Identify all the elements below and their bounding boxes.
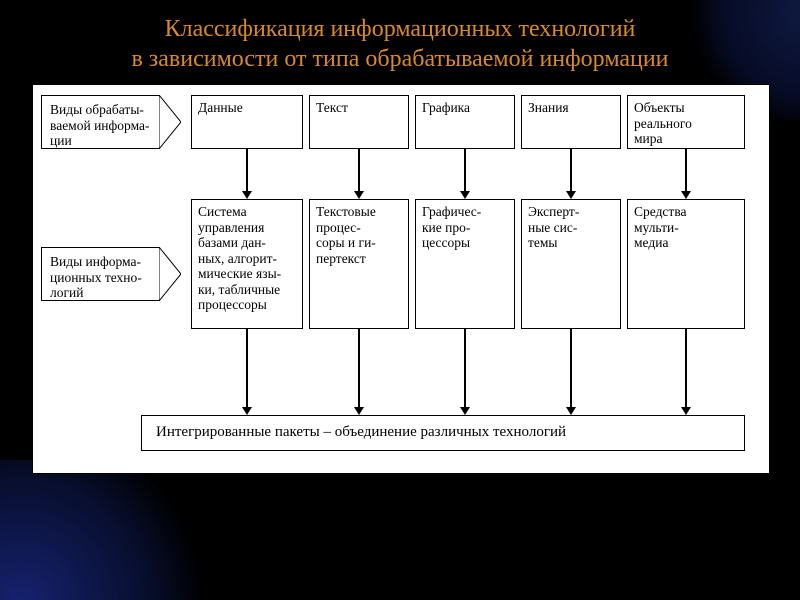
row2-box-expert: Эксперт-ные сис-темы xyxy=(521,199,621,329)
row1-box-graph: Графика xyxy=(415,95,515,149)
slide-title: Классификация информационных технологий … xyxy=(0,14,800,74)
arrow-r1r2-text xyxy=(354,149,364,199)
label-box-tech-types: Виды информа-ционных техно-логий xyxy=(41,247,159,301)
row2-box-dbms: Системауправлениябазами дан-ных, алгорит… xyxy=(191,199,303,329)
diagram-canvas: Виды обрабаты-ваемой информа-ции Виды инф… xyxy=(32,84,770,474)
label-chevron-tech-types xyxy=(159,247,181,301)
row1-box-data: Данные xyxy=(191,95,303,149)
row2-box-mmedia: Средствамульти-медиа xyxy=(627,199,745,329)
arrow-r1r2-know xyxy=(566,149,576,199)
arrow-r1r2-objects xyxy=(681,149,691,199)
title-line-2: в зависимости от типа обрабатываемой инф… xyxy=(0,44,800,74)
slide: Классификация информационных технологий … xyxy=(0,0,800,600)
decor-swoosh-bottom-left xyxy=(0,460,230,600)
row2-box-wordproc: Текстовыепроцес-соры и ги-пертекст xyxy=(309,199,409,329)
row1-box-know: Знания xyxy=(521,95,621,149)
arrow-r2bot-graphproc xyxy=(460,329,470,415)
label-box-info-types: Виды обрабаты-ваемой информа-ции xyxy=(41,95,159,149)
row2-box-graphproc: Графичес-кие про-цессоры xyxy=(415,199,515,329)
arrow-r1r2-data xyxy=(242,149,252,199)
arrow-r2bot-wordproc xyxy=(354,329,364,415)
arrow-r2bot-mmedia xyxy=(681,329,691,415)
row1-box-objects: Объектыреальногомира xyxy=(627,95,745,149)
bottom-box: Интегрированные пакеты – объединение раз… xyxy=(141,415,745,451)
row1-box-text: Текст xyxy=(309,95,409,149)
arrow-r1r2-graph xyxy=(460,149,470,199)
label-chevron-info-types xyxy=(159,95,181,149)
title-line-1: Классификация информационных технологий xyxy=(0,14,800,44)
arrow-r2bot-dbms xyxy=(242,329,252,415)
arrow-r2bot-expert xyxy=(566,329,576,415)
